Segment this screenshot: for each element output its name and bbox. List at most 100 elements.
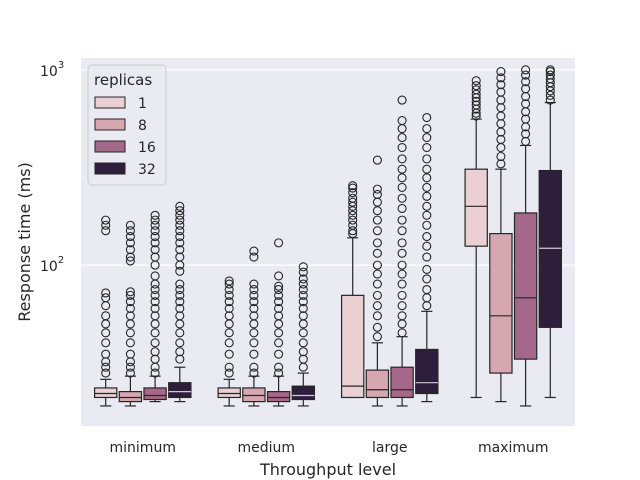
outlier-point — [397, 215, 407, 225]
outlier-point — [150, 284, 160, 295]
outlier-point — [274, 238, 284, 248]
outlier-point — [422, 252, 432, 262]
outlier-point — [150, 328, 160, 338]
outlier-point — [397, 116, 407, 126]
x-tick-labels: minimum medium large maximum — [110, 440, 549, 456]
outlier-point — [496, 134, 506, 145]
outlier-point — [397, 311, 407, 321]
outlier-point — [348, 215, 358, 225]
outlier-point — [545, 95, 555, 105]
outlier-point — [298, 267, 308, 277]
outlier-point — [298, 347, 308, 357]
outlier-point — [249, 311, 259, 321]
outlier-point — [397, 279, 407, 289]
outlier-point — [274, 281, 284, 291]
outlier-point — [397, 226, 407, 236]
outlier-point — [249, 252, 259, 262]
y-tick-exponent: 2 — [58, 255, 64, 266]
outlier-point — [125, 328, 135, 338]
outlier-point — [422, 173, 432, 183]
outlier-point — [150, 226, 160, 236]
outlier-point — [496, 159, 506, 169]
box-minimum-replicas-8 — [118, 220, 143, 407]
outlier-point — [521, 99, 531, 109]
outlier-point — [422, 133, 432, 143]
outlier-point — [101, 293, 111, 303]
box-groups — [93, 65, 563, 407]
outlier-point — [298, 328, 308, 338]
outlier-point — [397, 154, 407, 164]
outlier-point — [298, 338, 308, 348]
outlier-point — [125, 287, 135, 297]
outlier-point — [125, 311, 135, 321]
outlier-point — [150, 220, 160, 230]
box-medium-replicas-8 — [242, 246, 266, 407]
box-iqr — [242, 387, 266, 403]
outlier-point — [101, 349, 111, 359]
outlier-point — [150, 252, 160, 262]
outlier-point — [175, 347, 185, 357]
legend-title: replicas — [94, 71, 152, 89]
outlier-point — [471, 89, 481, 99]
outlier-point — [125, 232, 135, 242]
outlier-point — [496, 80, 506, 90]
outlier-point — [298, 279, 308, 289]
outlier-point — [150, 210, 160, 220]
outlier-point — [422, 201, 432, 211]
y-tick-exponent: 3 — [58, 60, 64, 71]
outlier-point — [224, 338, 234, 348]
box-iqr — [118, 391, 143, 403]
outlier-point — [274, 349, 284, 359]
outlier-point — [372, 215, 382, 225]
outlier-point — [372, 248, 382, 258]
box-iqr — [217, 387, 241, 399]
outlier-point — [224, 328, 234, 338]
outlier-point — [249, 279, 259, 289]
outlier-point — [175, 226, 185, 236]
box-large-replicas-32 — [415, 112, 439, 403]
outlier-point — [125, 290, 135, 300]
outlier-point — [298, 262, 308, 272]
outlier-point — [274, 271, 284, 281]
legend: replicas 1 8 16 32 — [87, 64, 167, 186]
box-iqr — [266, 391, 291, 403]
box-minimum-replicas-32 — [168, 201, 192, 403]
outlier-point — [422, 124, 432, 134]
outlier-point — [496, 73, 506, 83]
outlier-point — [175, 354, 185, 364]
outlier-point — [150, 215, 160, 225]
outlier-point — [150, 354, 160, 364]
outlier-point — [397, 248, 407, 258]
outlier-point — [224, 297, 234, 307]
outlier-point — [224, 276, 234, 286]
outlier-point — [175, 328, 185, 338]
box-iqr — [340, 294, 365, 399]
outlier-point — [397, 269, 407, 279]
outlier-point — [397, 143, 407, 153]
outlier-point — [101, 338, 111, 348]
outlier-point — [150, 303, 160, 313]
outlier-point — [348, 220, 358, 230]
outlier-point — [422, 220, 432, 230]
box-iqr — [93, 387, 118, 399]
outlier-point — [175, 311, 185, 321]
outlier-point — [422, 264, 432, 275]
outlier-point — [249, 349, 259, 359]
box-large-replicas-8 — [365, 155, 390, 407]
outlier-point — [348, 210, 358, 220]
outlier-point — [422, 241, 432, 251]
box-maximum-replicas-1 — [464, 76, 488, 399]
outlier-point — [496, 151, 506, 162]
outlier-point — [397, 260, 407, 270]
outlier-point — [150, 232, 160, 242]
box-medium-replicas-32 — [291, 262, 316, 407]
outlier-point — [521, 114, 531, 124]
outlier-point — [471, 81, 481, 91]
outlier-point — [348, 197, 358, 207]
outlier-point — [125, 368, 135, 378]
outlier-point — [348, 188, 358, 198]
outlier-point — [397, 95, 407, 105]
box-iqr — [489, 233, 513, 374]
outlier-point — [471, 111, 481, 121]
box-iqr — [291, 385, 316, 401]
